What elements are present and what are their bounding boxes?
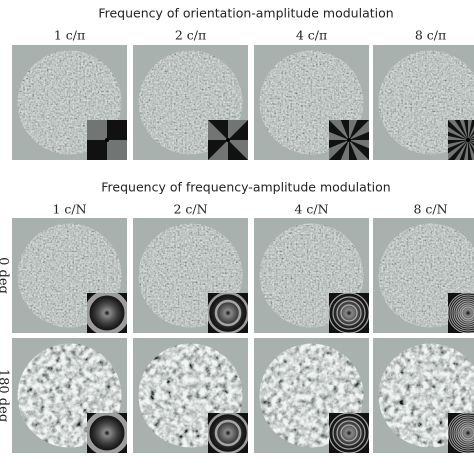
ring	[453, 298, 474, 328]
ring	[449, 294, 474, 332]
ring	[455, 300, 474, 326]
image-panel	[12, 45, 127, 160]
ring	[461, 306, 474, 320]
center-dot	[347, 138, 351, 142]
image-panel	[12, 218, 127, 333]
sector	[208, 140, 228, 160]
row-label: 0 deg	[0, 257, 11, 294]
inset-pattern	[448, 413, 474, 453]
ring	[459, 304, 474, 322]
ring	[459, 424, 474, 442]
ring	[451, 416, 474, 450]
ring	[336, 420, 362, 446]
sector	[454, 140, 468, 160]
center-dot	[105, 138, 109, 142]
sector	[87, 120, 107, 140]
inset-pattern	[329, 413, 369, 453]
center-dot	[466, 138, 470, 142]
sector	[448, 140, 468, 160]
glow	[208, 413, 248, 453]
ring	[455, 420, 474, 446]
glow	[329, 293, 369, 333]
inset-pattern	[329, 120, 369, 160]
section-title: Frequency of orientation-amplitude modul…	[98, 6, 393, 21]
sector	[228, 140, 248, 160]
inset-pattern	[208, 120, 248, 160]
image-panel	[373, 45, 474, 160]
image-panel	[254, 338, 369, 453]
sector	[329, 140, 349, 160]
ring	[451, 296, 474, 330]
inset-pattern	[329, 293, 369, 333]
column-label: 1 c/N	[52, 202, 86, 217]
inset-pattern	[87, 120, 127, 160]
sector	[329, 131, 349, 140]
sector	[329, 120, 349, 140]
sector	[468, 125, 474, 140]
column-label: 4 c/N	[294, 202, 328, 217]
ring	[336, 300, 362, 326]
glow	[87, 293, 127, 333]
sector	[349, 120, 358, 140]
section-title: Frequency of frequency-amplitude modulat…	[101, 180, 390, 195]
sector	[340, 140, 349, 160]
glow	[208, 293, 248, 333]
image-panel	[254, 218, 369, 333]
column-label: 2 c/π	[175, 28, 206, 43]
ring	[457, 422, 474, 444]
ring	[461, 426, 474, 440]
column-label: 4 c/π	[296, 28, 327, 43]
inset-pattern	[208, 293, 248, 333]
sector	[459, 120, 468, 140]
sector	[448, 140, 468, 149]
glow	[329, 413, 369, 453]
column-label: 1 c/π	[54, 28, 85, 43]
sector	[448, 126, 468, 140]
column-label: 2 c/N	[173, 202, 207, 217]
inset-pattern	[208, 413, 248, 453]
ring	[453, 418, 474, 448]
image-panel	[133, 45, 248, 160]
sector	[468, 140, 474, 160]
sector	[468, 140, 474, 142]
sector	[208, 120, 228, 140]
row-label: 180 deg	[0, 369, 11, 422]
image-panel	[133, 338, 248, 453]
ring	[457, 302, 474, 324]
sector	[228, 120, 248, 140]
inset-pattern	[448, 293, 474, 333]
sector	[107, 140, 127, 160]
sector	[448, 120, 468, 140]
glow	[87, 413, 127, 453]
ring	[214, 299, 242, 327]
inset-pattern	[87, 413, 127, 453]
sector	[349, 140, 369, 149]
sector	[448, 136, 468, 140]
ring	[332, 296, 366, 330]
ring	[449, 414, 474, 452]
sector	[468, 120, 472, 140]
ring	[214, 419, 242, 447]
ring	[340, 304, 358, 322]
center-dot	[226, 138, 230, 142]
column-label: 8 c/π	[415, 28, 446, 43]
ring	[340, 424, 358, 442]
inset-pattern	[448, 120, 474, 160]
sector	[349, 140, 369, 160]
image-panel	[12, 338, 127, 453]
sector	[349, 120, 369, 140]
image-panel	[254, 45, 369, 160]
image-panel	[373, 218, 474, 333]
inset-pattern	[87, 293, 127, 333]
sector	[464, 140, 468, 160]
image-panel	[133, 218, 248, 333]
sector	[468, 134, 474, 140]
image-panel	[373, 338, 474, 453]
ring	[332, 416, 366, 450]
column-label: 8 c/N	[413, 202, 447, 217]
sector	[468, 140, 474, 149]
